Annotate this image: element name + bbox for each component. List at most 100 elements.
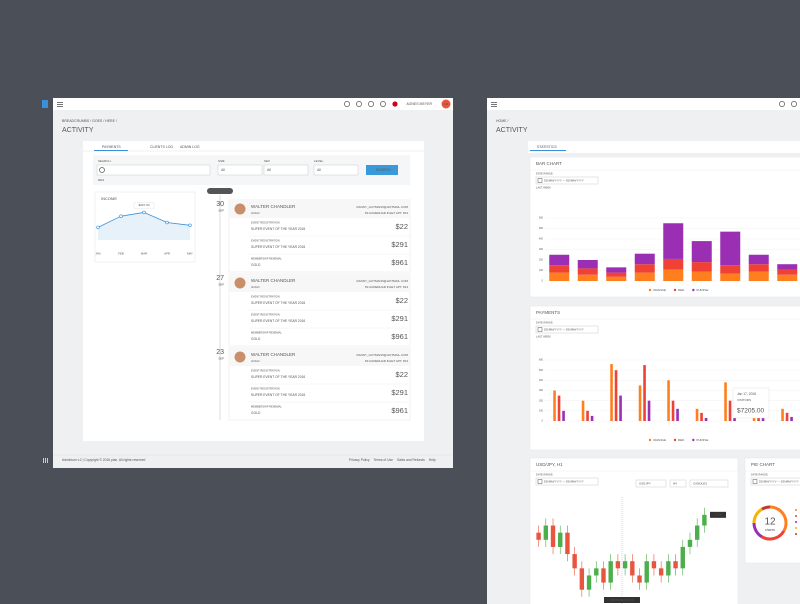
bar	[614, 370, 618, 421]
date-input[interactable]	[535, 176, 599, 185]
row-amount: $961	[391, 406, 408, 415]
y-tick-label: 100	[539, 269, 544, 272]
header-icon[interactable]	[344, 101, 350, 107]
range-link[interactable]: LAST WEEK	[536, 186, 551, 190]
y-tick-label: 300	[539, 389, 544, 392]
bar-segment	[720, 231, 741, 266]
tooltip-date: Jan 17, 2016	[737, 392, 756, 396]
row-amount: $291	[391, 314, 408, 323]
select[interactable]	[313, 164, 359, 176]
date-input[interactable]	[750, 477, 800, 486]
day: 23	[216, 349, 224, 356]
entry-header	[229, 200, 410, 218]
legend-swatch	[673, 288, 677, 292]
bar-segment	[663, 258, 684, 270]
bar	[667, 380, 670, 421]
menu-icon[interactable]	[57, 106, 63, 107]
candle-body	[687, 539, 693, 547]
filter-label: SEARCH	[98, 159, 111, 163]
date-input[interactable]	[535, 477, 599, 486]
tooltip-value: $297.00	[139, 203, 150, 207]
y-tick-label: 400	[539, 379, 544, 382]
select-value: All	[267, 168, 271, 172]
bar-segment	[691, 271, 712, 281]
card-title: INCOME	[101, 196, 117, 201]
candle-body	[702, 514, 707, 526]
footer-link[interactable]: Privacy Policy	[349, 458, 370, 462]
select[interactable]	[217, 164, 263, 176]
select-value: All	[221, 168, 225, 172]
select[interactable]	[263, 164, 309, 176]
select[interactable]	[635, 479, 667, 488]
bar-segment	[634, 253, 655, 265]
header-icon[interactable]	[791, 101, 797, 107]
tab[interactable]: PAYMENTS	[102, 145, 121, 149]
candle-body	[658, 568, 664, 576]
y-tick-label: 100	[539, 409, 544, 412]
menu-icon[interactable]	[491, 102, 497, 103]
date-label: DATE RANGE	[751, 473, 768, 477]
filter-label: SIZE	[218, 159, 225, 163]
search-input[interactable]	[96, 164, 211, 176]
candle-body	[673, 561, 678, 569]
date-input[interactable]	[535, 325, 599, 334]
candle-body	[637, 575, 642, 583]
breadcrumb: HOME /	[496, 119, 508, 123]
date-range: DD/MM/YYYY — DD/MM/YYYY	[544, 327, 584, 331]
bar-segment	[606, 267, 627, 273]
breadcrumb: BREADCRUMBS / GOES / HERE /	[62, 119, 117, 123]
bar-segment	[577, 260, 598, 269]
bar-segment	[720, 273, 741, 281]
date-range: DD/MM/YYYY — DD/MM/YYYY	[759, 479, 799, 483]
legend-swatch	[795, 515, 797, 517]
grid-icon	[47, 458, 48, 463]
active-tab	[530, 150, 566, 151]
menu-icon[interactable]	[57, 104, 63, 105]
right-window: HOME / ACTIVITY STATISTICS BAR CHART DATE RA…	[487, 98, 800, 604]
footer-link[interactable]: Help	[429, 458, 436, 462]
entry-email: DANNY_GUTMANN@HOTMAIL.COM	[356, 279, 408, 283]
tab[interactable]: CLIENTS LOG	[150, 145, 173, 149]
tab[interactable]: STATISTICS	[537, 145, 557, 149]
avatar[interactable]	[441, 99, 451, 109]
day: 30	[216, 201, 224, 208]
tab[interactable]: ADMIN LOG	[180, 145, 200, 149]
notification-icon[interactable]	[392, 101, 398, 107]
entry-level: GOLD	[251, 285, 260, 289]
footer-link[interactable]: Terms of Use	[374, 458, 394, 462]
star-icon: ☆	[42, 115, 48, 123]
bar	[785, 412, 789, 421]
entry-level: GOLD	[251, 211, 260, 215]
candle-body	[666, 561, 671, 576]
entry-email: DANNY_GUTMANN@HOTMAIL.COM	[356, 205, 408, 209]
range-link[interactable]: LAST WEEK	[536, 335, 551, 339]
legend-label: RED	[678, 288, 685, 292]
header-icon[interactable]	[380, 101, 386, 107]
row-text: SUPER EVENT OF THE YEAR 2016	[251, 301, 305, 305]
header-icon[interactable]	[356, 101, 362, 107]
select[interactable]	[689, 479, 729, 488]
entry-avatar	[234, 277, 246, 289]
header-icon[interactable]	[779, 101, 785, 107]
entry-name: WALTER CHANDLER	[251, 352, 296, 357]
card-title: USD/JPY, H1	[536, 462, 563, 467]
bar	[590, 415, 594, 421]
income-point	[119, 214, 123, 218]
bar-segment	[606, 272, 627, 277]
candle-body	[615, 561, 621, 569]
menu-icon[interactable]	[491, 106, 497, 107]
page-title: ACTIVITY	[62, 127, 94, 134]
search-button[interactable]	[366, 165, 398, 175]
menu-icon[interactable]	[57, 102, 63, 103]
select[interactable]	[669, 479, 687, 488]
bar-segment	[720, 265, 741, 274]
bar	[553, 390, 556, 421]
header-icon[interactable]	[368, 101, 374, 107]
menu-icon[interactable]	[491, 104, 497, 105]
row-label: EVENT REGISTRATION	[251, 313, 280, 317]
row-label: EVENT REGISTRATION	[251, 221, 280, 225]
y-tick-label: 200	[539, 259, 544, 262]
price-label: 2.275	[714, 513, 722, 517]
bar-segment	[549, 254, 570, 266]
footer-link[interactable]: Sales and Refunds	[397, 458, 425, 462]
